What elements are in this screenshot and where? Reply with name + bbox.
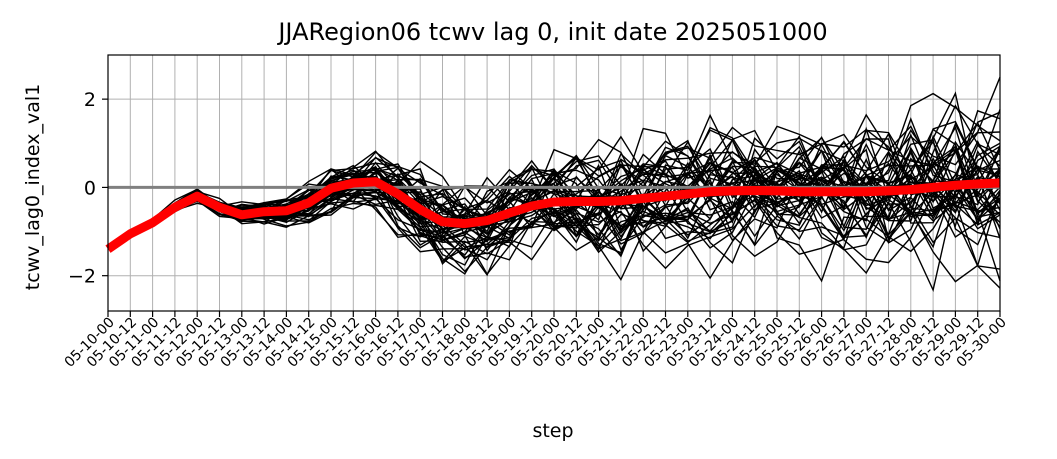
y-tick-label: 0 — [84, 177, 96, 199]
x-axis-ticks: 05-10-0005-10-1205-11-0005-11-1205-12-00… — [62, 311, 1010, 371]
y-axis-ticks: −2 0 2 — [68, 89, 108, 288]
ensemble-member-line — [107, 117, 1001, 250]
y-axis-label: tcwv_lag0_index_val1 — [22, 84, 44, 291]
y-tick-label: −2 — [68, 266, 96, 288]
ensemble-mean-line — [105, 177, 1001, 253]
ensemble-member-line — [107, 142, 1001, 293]
x-axis-label: step — [532, 420, 573, 442]
chart-title: JJARegion06 tcwv lag 0, init date 202505… — [276, 18, 827, 46]
ensemble-member-line — [107, 147, 1001, 250]
y-tick-label: 2 — [84, 89, 96, 111]
mean-line — [105, 177, 1001, 253]
